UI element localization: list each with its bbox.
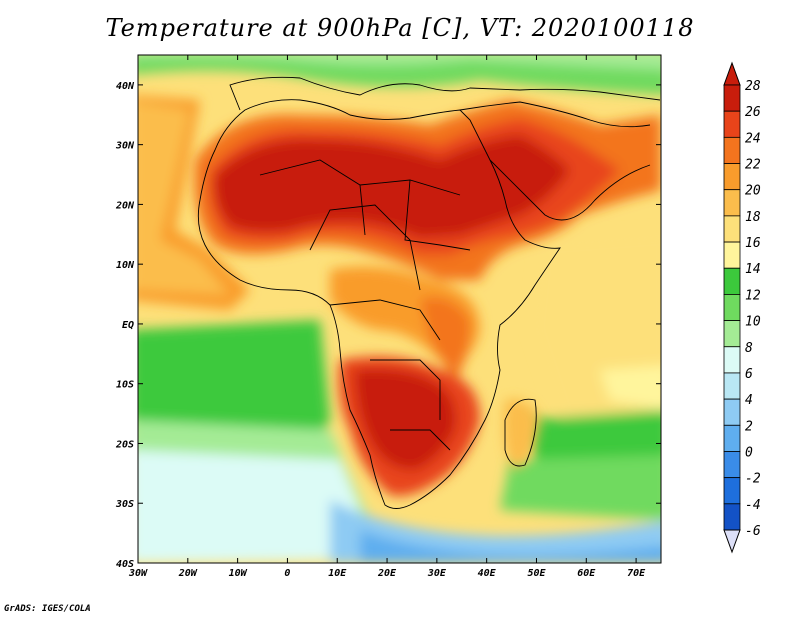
lat-tick-label: 10N xyxy=(116,260,135,271)
temperature-field xyxy=(138,55,661,563)
lon-tick-label: 10E xyxy=(328,568,347,579)
colorbar-swatch xyxy=(723,267,741,295)
colorbar-level-label: 0 xyxy=(745,445,753,460)
colorbar-swatch xyxy=(723,163,741,191)
colorbar-swatch xyxy=(723,451,741,479)
colorbar-swatch xyxy=(723,398,741,426)
colorbar-level-label: 16 xyxy=(745,236,761,251)
colorbar-swatch xyxy=(723,189,741,217)
colorbar-swatch xyxy=(723,477,741,505)
colorbar-swatch xyxy=(723,215,741,243)
colorbar-level-label: 8 xyxy=(745,341,753,356)
lat-tick-label: 10S xyxy=(116,380,134,391)
map-title: Temperature at 900hPa [C], VT: 202010011… xyxy=(105,14,695,42)
lon-tick-label: 0 xyxy=(284,568,290,579)
colorbar-swatch xyxy=(723,294,741,321)
colorbar-level-label: 4 xyxy=(745,393,753,408)
colorbar-level-label: 6 xyxy=(745,367,753,382)
colorbar-level-label: -6 xyxy=(745,524,761,539)
colorbar-bottom-arrow xyxy=(723,529,741,554)
lat-tick-label: 30N xyxy=(115,141,135,152)
colorbar-swatch xyxy=(723,136,741,164)
colorbar-swatch xyxy=(723,110,741,138)
lon-tick-label: 30E xyxy=(427,568,447,579)
lon-tick-label: 70E xyxy=(627,568,646,579)
colorbar-level-label: 24 xyxy=(745,131,761,146)
lat-tick-label: 30S xyxy=(115,499,134,510)
credit-text: GrADS: IGES/COLA xyxy=(4,604,91,614)
colorbar-level-label: -2 xyxy=(745,472,761,487)
longitude-ticks: 30W 20W 10W 0 10E 20E 30E 40E 50E 60E 70E xyxy=(128,55,646,579)
colorbar-level-label: 22 xyxy=(745,158,761,173)
lon-tick-label: 20W xyxy=(178,568,198,579)
colorbar-swatch xyxy=(723,372,741,400)
lon-tick-label: 20E xyxy=(377,568,397,579)
colorbar-level-label: 14 xyxy=(745,262,761,277)
colorbar-swatch xyxy=(723,241,741,269)
colorbar-level-label: 18 xyxy=(745,210,761,225)
colorbar-level-label: 28 xyxy=(745,79,761,94)
colorbar xyxy=(723,61,741,554)
lat-tick-label: 40S xyxy=(116,559,134,570)
lon-tick-label: 60E xyxy=(577,568,596,579)
colorbar-level-label: 2 xyxy=(745,419,753,434)
latitude-ticks: 40N 30N 20N 10N EQ 10S 20S 30S 40S xyxy=(115,81,661,570)
colorbar-top-arrow xyxy=(723,61,741,86)
colorbar-swatch xyxy=(723,84,741,112)
lon-tick-label: 10W xyxy=(229,568,248,579)
colorbar-swatch xyxy=(723,503,741,531)
lat-tick-label: 40N xyxy=(116,81,135,92)
lon-tick-label: 40E xyxy=(478,568,497,579)
colorbar-level-label: 12 xyxy=(745,288,761,303)
colorbar-swatch xyxy=(723,346,741,374)
lon-tick-label: 50E xyxy=(527,568,546,579)
map-frame xyxy=(137,54,662,564)
lat-tick-label: EQ xyxy=(122,320,134,331)
colorbar-level-label: 20 xyxy=(745,184,761,199)
colorbar-level-label: 10 xyxy=(745,315,761,330)
coastlines xyxy=(197,76,661,509)
colorbar-swatch xyxy=(723,320,741,348)
colorbar-level-label: -4 xyxy=(745,498,761,513)
colorbar-level-label: 26 xyxy=(745,105,761,120)
lat-tick-label: 20S xyxy=(115,439,134,450)
lon-tick-label: 30W xyxy=(128,568,148,579)
lat-tick-label: 20N xyxy=(115,200,135,211)
colorbar-swatch xyxy=(723,424,741,452)
